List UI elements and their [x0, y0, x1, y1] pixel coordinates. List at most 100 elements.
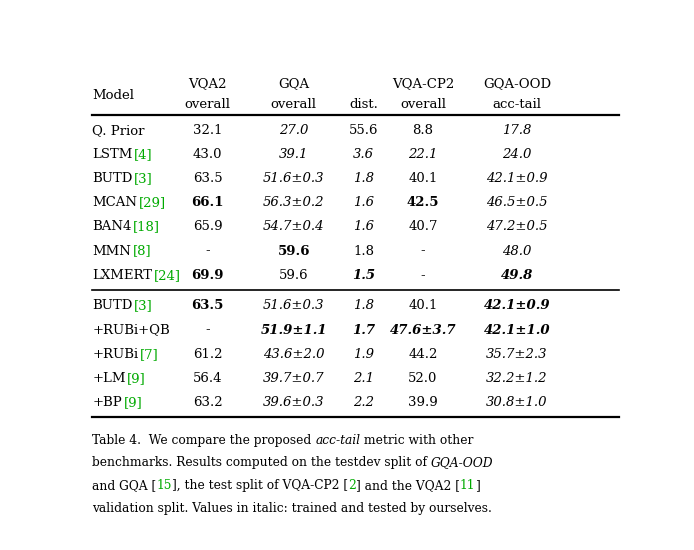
Text: [9]: [9] [124, 396, 142, 409]
Text: +BP: +BP [92, 396, 122, 409]
Text: 65.9: 65.9 [193, 221, 223, 233]
Text: 59.6: 59.6 [279, 269, 309, 282]
Text: 32.2±1.2: 32.2±1.2 [486, 372, 548, 385]
Text: ], the test split of VQA-CP2 [: ], the test split of VQA-CP2 [ [172, 479, 348, 492]
Text: Model: Model [92, 89, 134, 102]
Text: 35.7±2.3: 35.7±2.3 [486, 348, 548, 361]
Text: validation split. Values in italic: trained and tested by ourselves.: validation split. Values in italic: trai… [92, 502, 492, 515]
Text: 39.7±0.7: 39.7±0.7 [263, 372, 325, 385]
Text: 39.9: 39.9 [408, 396, 438, 409]
Text: metric with other: metric with other [360, 433, 473, 447]
Text: 39.1: 39.1 [279, 148, 309, 161]
Text: 49.8: 49.8 [501, 269, 533, 282]
Text: 3.6: 3.6 [353, 148, 374, 161]
Text: MCAN: MCAN [92, 196, 137, 210]
Text: 51.6±0.3: 51.6±0.3 [263, 299, 325, 312]
Text: acc-tail: acc-tail [493, 97, 541, 111]
Text: Table 4.  We compare the proposed: Table 4. We compare the proposed [92, 433, 315, 447]
Text: +RUBi+QB: +RUBi+QB [92, 323, 170, 337]
Text: 40.1: 40.1 [408, 172, 438, 185]
Text: -: - [421, 245, 425, 257]
Text: 1.9: 1.9 [353, 348, 374, 361]
Text: LSTM: LSTM [92, 148, 133, 161]
Text: 63.5: 63.5 [193, 172, 223, 185]
Text: benchmarks. Results computed on the testdev split of: benchmarks. Results computed on the test… [92, 456, 431, 469]
Text: 40.1: 40.1 [408, 299, 438, 312]
Text: 40.7: 40.7 [408, 221, 438, 233]
Text: 2: 2 [348, 479, 356, 492]
Text: 17.8: 17.8 [502, 124, 532, 137]
Text: 44.2: 44.2 [408, 348, 438, 361]
Text: BUTD: BUTD [92, 172, 133, 185]
Text: 2.1: 2.1 [353, 372, 374, 385]
Text: 46.5±0.5: 46.5±0.5 [486, 196, 548, 210]
Text: BAN4: BAN4 [92, 221, 131, 233]
Text: 1.5: 1.5 [352, 269, 375, 282]
Text: ] and the VQA2 [: ] and the VQA2 [ [356, 479, 460, 492]
Text: BUTD: BUTD [92, 299, 133, 312]
Text: 42.5: 42.5 [407, 196, 439, 210]
Text: LXMERT: LXMERT [92, 269, 152, 282]
Text: 1.6: 1.6 [353, 221, 374, 233]
Text: 43.0: 43.0 [193, 148, 223, 161]
Text: 42.1±0.9: 42.1±0.9 [486, 172, 548, 185]
Text: [4]: [4] [134, 148, 153, 161]
Text: 48.0: 48.0 [502, 245, 532, 257]
Text: 1.6: 1.6 [353, 196, 374, 210]
Text: overall: overall [400, 97, 446, 111]
Text: VQA2: VQA2 [189, 78, 227, 90]
Text: 15: 15 [156, 479, 172, 492]
Text: overall: overall [185, 97, 231, 111]
Text: 42.1±0.9: 42.1±0.9 [484, 299, 550, 312]
Text: [8]: [8] [133, 245, 151, 257]
Text: 42.1±1.0: 42.1±1.0 [484, 323, 550, 337]
Text: 30.8±1.0: 30.8±1.0 [486, 396, 548, 409]
Text: 11: 11 [460, 479, 475, 492]
Text: 1.7: 1.7 [352, 323, 375, 337]
Text: 54.7±0.4: 54.7±0.4 [263, 221, 325, 233]
Text: -: - [205, 245, 210, 257]
Text: [29]: [29] [139, 196, 166, 210]
Text: [9]: [9] [127, 372, 146, 385]
Text: and GQA [: and GQA [ [92, 479, 156, 492]
Text: -: - [421, 269, 425, 282]
Text: 1.8: 1.8 [353, 172, 374, 185]
Text: 32.1: 32.1 [193, 124, 223, 137]
Text: 55.6: 55.6 [349, 124, 378, 137]
Text: [24]: [24] [154, 269, 180, 282]
Text: -: - [205, 323, 210, 337]
Text: 56.4: 56.4 [193, 372, 223, 385]
Text: 2.2: 2.2 [353, 396, 374, 409]
Text: [18]: [18] [133, 221, 160, 233]
Text: 51.6±0.3: 51.6±0.3 [263, 172, 325, 185]
Text: GQA-OOD: GQA-OOD [431, 456, 493, 469]
Text: Q. Prior: Q. Prior [92, 124, 144, 137]
Text: GQA-OOD: GQA-OOD [483, 78, 551, 90]
Text: 24.0: 24.0 [502, 148, 532, 161]
Text: +LM: +LM [92, 372, 126, 385]
Text: 47.2±0.5: 47.2±0.5 [486, 221, 548, 233]
Text: 51.9±1.1: 51.9±1.1 [260, 323, 327, 337]
Text: +RUBi: +RUBi [92, 348, 138, 361]
Text: MMN: MMN [92, 245, 131, 257]
Text: 1.8: 1.8 [353, 299, 374, 312]
Text: 43.6±2.0: 43.6±2.0 [263, 348, 325, 361]
Text: ]: ] [475, 479, 480, 492]
Text: 8.8: 8.8 [412, 124, 434, 137]
Text: 56.3±0.2: 56.3±0.2 [263, 196, 325, 210]
Text: 59.6: 59.6 [278, 245, 310, 257]
Text: overall: overall [271, 97, 317, 111]
Text: 66.1: 66.1 [192, 196, 224, 210]
Text: 27.0: 27.0 [279, 124, 309, 137]
Text: 22.1: 22.1 [408, 148, 438, 161]
Text: 39.6±0.3: 39.6±0.3 [263, 396, 325, 409]
Text: 1.8: 1.8 [353, 245, 374, 257]
Text: VQA-CP2: VQA-CP2 [392, 78, 454, 90]
Text: GQA: GQA [278, 78, 310, 90]
Text: acc-tail: acc-tail [315, 433, 360, 447]
Text: 47.6±3.7: 47.6±3.7 [389, 323, 456, 337]
Text: [3]: [3] [134, 299, 153, 312]
Text: 63.5: 63.5 [192, 299, 224, 312]
Text: 61.2: 61.2 [193, 348, 223, 361]
Text: [3]: [3] [134, 172, 153, 185]
